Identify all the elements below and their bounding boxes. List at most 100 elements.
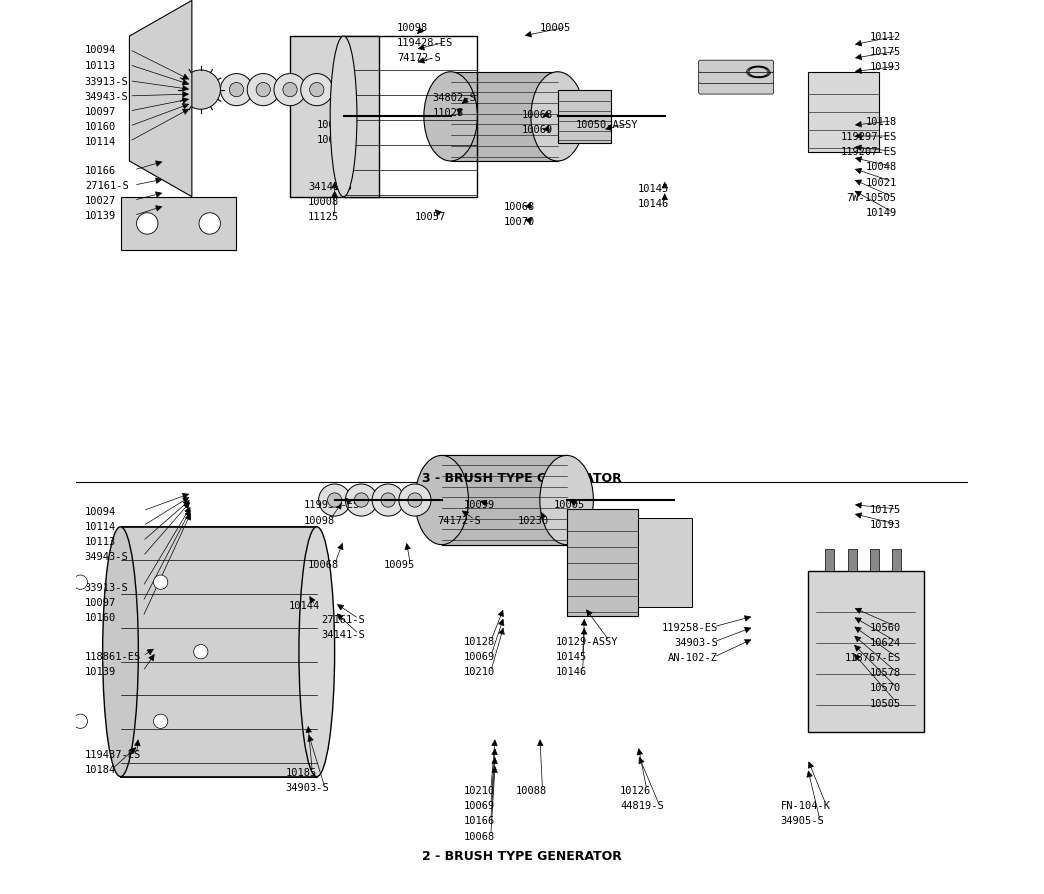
- Circle shape: [220, 74, 253, 106]
- Circle shape: [274, 74, 306, 106]
- FancyBboxPatch shape: [698, 72, 774, 84]
- Text: 44819-S: 44819-S: [620, 800, 664, 810]
- Text: 10094: 10094: [85, 506, 116, 516]
- Circle shape: [328, 493, 341, 508]
- Text: 34903-S: 34903-S: [286, 782, 329, 792]
- Text: 10146: 10146: [638, 198, 669, 208]
- Bar: [870, 550, 879, 572]
- Text: 34943-S: 34943-S: [85, 92, 128, 102]
- Text: 10069: 10069: [464, 800, 495, 810]
- Circle shape: [318, 485, 351, 517]
- Text: 10139: 10139: [85, 211, 116, 221]
- Circle shape: [199, 214, 220, 235]
- Circle shape: [399, 485, 431, 517]
- Text: 10005: 10005: [553, 500, 585, 510]
- Text: 10027: 10027: [85, 196, 116, 206]
- Text: 10129-ASSY: 10129-ASSY: [555, 637, 618, 646]
- Polygon shape: [129, 2, 192, 198]
- Text: 119437-ES: 119437-ES: [85, 749, 141, 760]
- Circle shape: [33, 645, 47, 659]
- Text: 10069: 10069: [464, 652, 495, 662]
- Circle shape: [301, 74, 333, 106]
- Text: 34943-S: 34943-S: [85, 552, 128, 561]
- Text: 10570: 10570: [870, 683, 901, 693]
- Text: AN-102-Z: AN-102-Z: [668, 653, 718, 662]
- Text: 34905-S: 34905-S: [781, 815, 825, 825]
- Text: 119428-ES: 119428-ES: [397, 38, 453, 48]
- Text: 10099: 10099: [464, 500, 495, 510]
- Text: 10160: 10160: [85, 612, 116, 622]
- Bar: [120, 527, 316, 777]
- Text: 10068: 10068: [522, 110, 553, 120]
- Text: 10166: 10166: [85, 165, 116, 176]
- Bar: [826, 550, 834, 572]
- Text: 118861-ES: 118861-ES: [85, 652, 141, 662]
- Text: 119297-ES: 119297-ES: [840, 131, 897, 142]
- Bar: [290, 37, 379, 198]
- Circle shape: [310, 83, 324, 97]
- Text: 10139: 10139: [85, 667, 116, 677]
- Text: 10099: 10099: [316, 134, 348, 145]
- Bar: [567, 510, 638, 616]
- Bar: [848, 550, 856, 572]
- Text: 10114: 10114: [85, 521, 116, 531]
- Text: 27161-S: 27161-S: [322, 614, 365, 624]
- Text: 10097: 10097: [85, 107, 116, 117]
- Circle shape: [73, 714, 88, 729]
- Text: 10578: 10578: [870, 668, 901, 678]
- Text: 10175: 10175: [870, 47, 901, 57]
- Text: 10210: 10210: [464, 785, 495, 795]
- Bar: [638, 519, 691, 607]
- Circle shape: [408, 493, 422, 508]
- FancyBboxPatch shape: [698, 82, 774, 95]
- Text: 10068: 10068: [308, 560, 339, 569]
- Text: 10095: 10095: [384, 560, 414, 569]
- Text: 10113: 10113: [85, 61, 116, 71]
- Text: 10166: 10166: [464, 815, 495, 825]
- Circle shape: [182, 71, 220, 110]
- Text: 11028: 11028: [433, 108, 464, 118]
- Text: 10114: 10114: [85, 137, 116, 148]
- Text: 33913-S: 33913-S: [85, 582, 128, 592]
- Text: 10193: 10193: [870, 519, 901, 529]
- Circle shape: [354, 493, 369, 508]
- Text: 10098: 10098: [304, 515, 335, 525]
- Circle shape: [372, 485, 404, 517]
- Circle shape: [194, 645, 208, 659]
- Polygon shape: [120, 198, 237, 251]
- Text: 119207-ES: 119207-ES: [840, 147, 897, 157]
- Text: 33913-S: 33913-S: [85, 77, 128, 87]
- Text: 3 - BRUSH TYPE GENERATOR: 3 - BRUSH TYPE GENERATOR: [422, 472, 622, 485]
- Circle shape: [283, 83, 298, 97]
- Circle shape: [137, 214, 158, 235]
- FancyBboxPatch shape: [698, 61, 774, 73]
- Circle shape: [73, 576, 88, 590]
- Text: 10193: 10193: [870, 63, 901, 72]
- Text: 118767-ES: 118767-ES: [845, 653, 901, 662]
- Text: 10128: 10128: [464, 637, 495, 646]
- Text: 10088: 10088: [516, 785, 547, 795]
- Text: 10145: 10145: [638, 183, 669, 193]
- Text: 10048: 10048: [865, 162, 897, 173]
- Text: 10005: 10005: [540, 23, 571, 33]
- Text: 10097: 10097: [85, 597, 116, 607]
- Text: 11125: 11125: [308, 212, 339, 222]
- Circle shape: [153, 714, 168, 729]
- Text: 10149: 10149: [865, 207, 897, 217]
- Text: 34141-S: 34141-S: [322, 629, 365, 639]
- Text: 10144: 10144: [288, 601, 319, 611]
- Text: 34802-S: 34802-S: [433, 93, 476, 103]
- Bar: [442, 456, 567, 545]
- Circle shape: [346, 485, 378, 517]
- Text: 10113: 10113: [85, 536, 116, 546]
- Text: 10145: 10145: [555, 652, 587, 662]
- Bar: [451, 72, 557, 162]
- Text: 10126: 10126: [620, 785, 651, 795]
- Text: 10560: 10560: [870, 622, 901, 632]
- Text: 10230: 10230: [518, 515, 549, 525]
- Bar: [557, 90, 611, 144]
- Text: 119930-ES: 119930-ES: [304, 500, 359, 510]
- Ellipse shape: [540, 456, 593, 545]
- Text: 34903-S: 34903-S: [674, 637, 718, 647]
- Text: 10184: 10184: [85, 764, 116, 774]
